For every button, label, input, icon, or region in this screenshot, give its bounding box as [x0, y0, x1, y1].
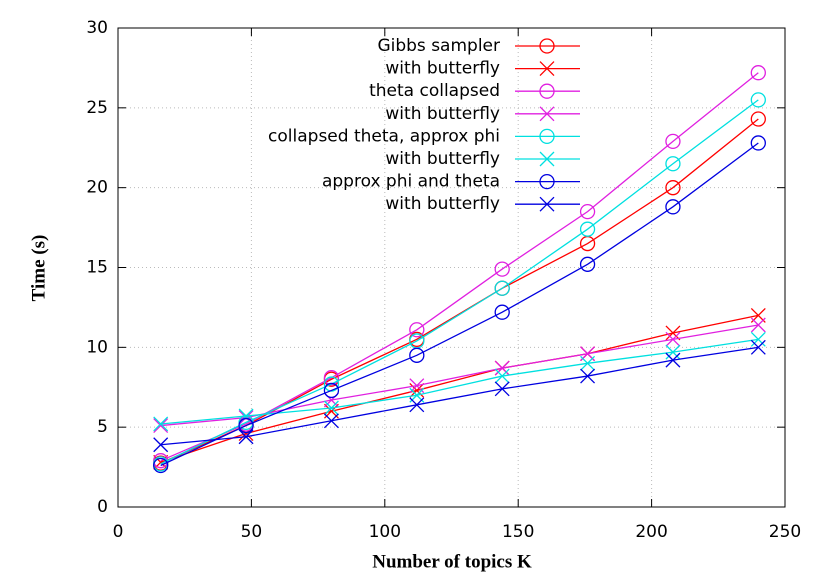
series-line	[160, 118, 759, 464]
y-tick-label: 30	[86, 18, 108, 38]
point	[494, 280, 510, 296]
point	[494, 360, 510, 376]
series-line	[160, 346, 759, 446]
x-tick-label: 100	[369, 522, 401, 542]
legend-marker	[539, 151, 555, 167]
point	[153, 454, 169, 470]
point	[750, 339, 766, 355]
x-tick-label: 0	[113, 522, 124, 542]
y-tick-label: 5	[97, 417, 108, 437]
legend-label: with butterfly	[385, 149, 500, 169]
point	[750, 331, 766, 347]
x-tick-label: 150	[502, 522, 534, 542]
x-axis-title: Number of topics K	[372, 551, 532, 572]
y-tick-label: 15	[86, 258, 108, 278]
y-tick-label: 20	[86, 178, 108, 198]
point	[238, 429, 254, 445]
y-tick-label: 10	[86, 337, 108, 357]
y-tick-label: 25	[86, 98, 108, 118]
legend-marker	[539, 83, 555, 99]
legend-marker	[539, 196, 555, 212]
point	[494, 304, 510, 320]
point	[580, 368, 596, 384]
point	[409, 347, 425, 363]
legend-marker	[539, 106, 555, 122]
legend-label: with butterfly	[385, 59, 500, 79]
legend-marker	[539, 128, 555, 145]
legend-label: collapsed theta, approx phi	[268, 126, 500, 146]
legend-marker	[539, 83, 555, 99]
point	[665, 156, 681, 172]
point	[494, 381, 510, 397]
legend-marker	[539, 106, 555, 122]
series-line	[160, 142, 759, 467]
series-line	[160, 338, 759, 425]
legend-marker	[539, 128, 555, 145]
point	[153, 457, 169, 474]
point	[323, 382, 340, 399]
point	[665, 180, 681, 196]
y-tick-label: 0	[97, 497, 108, 517]
y-axis-title: Time (s)	[28, 235, 49, 302]
point	[750, 135, 766, 151]
point	[579, 256, 596, 272]
point	[579, 203, 596, 220]
point	[153, 416, 169, 432]
series-line	[160, 324, 759, 427]
legend-marker	[539, 61, 555, 77]
point	[665, 199, 681, 215]
point	[409, 322, 425, 338]
point	[665, 344, 681, 360]
series-line	[160, 314, 759, 463]
point	[665, 352, 681, 368]
legend-label: with butterfly	[385, 104, 500, 124]
point	[750, 65, 766, 81]
legend-marker	[539, 151, 555, 167]
legend-label: theta collapsed	[369, 81, 500, 101]
point	[323, 413, 339, 429]
legend-marker	[539, 173, 555, 190]
point	[665, 331, 681, 347]
point	[494, 261, 510, 277]
point	[409, 382, 425, 398]
point	[750, 111, 766, 127]
point	[665, 325, 681, 341]
series-line	[160, 99, 759, 465]
point	[238, 410, 254, 426]
point	[323, 400, 339, 416]
legend-marker	[539, 38, 555, 54]
legend-marker	[539, 173, 555, 190]
point	[238, 417, 254, 434]
point	[665, 133, 681, 150]
point	[409, 397, 425, 413]
point	[580, 355, 596, 371]
legend-label: with butterfly	[385, 194, 500, 214]
point	[494, 368, 510, 384]
point	[153, 437, 169, 453]
x-tick-label: 50	[241, 522, 263, 542]
legend-marker	[539, 38, 555, 54]
point	[750, 92, 766, 108]
x-tick-label: 250	[769, 522, 801, 542]
legend-marker	[539, 61, 555, 77]
legend-marker	[539, 196, 555, 212]
legend-label: approx phi and theta	[322, 172, 500, 192]
point	[153, 418, 169, 434]
legend-label: Gibbs sampler	[377, 36, 500, 56]
x-tick-label: 200	[635, 522, 667, 542]
point	[579, 221, 596, 237]
plot-frame	[117, 27, 786, 508]
point	[750, 317, 766, 333]
